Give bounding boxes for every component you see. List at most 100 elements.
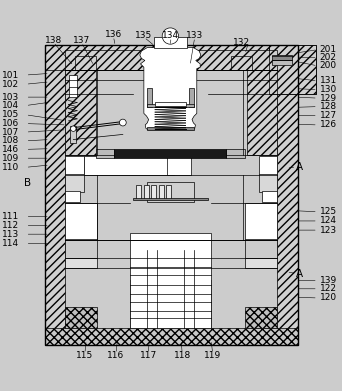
Bar — [269, 45, 316, 94]
Bar — [247, 70, 277, 155]
Circle shape — [119, 119, 126, 126]
Bar — [133, 197, 208, 200]
Bar — [272, 61, 292, 65]
Bar — [68, 75, 77, 97]
Bar — [144, 185, 149, 199]
Bar — [245, 258, 277, 269]
Text: A: A — [296, 161, 303, 172]
Bar — [130, 280, 148, 328]
Text: 201: 201 — [320, 45, 337, 54]
Bar — [65, 192, 80, 202]
Polygon shape — [140, 48, 201, 130]
Text: 107: 107 — [2, 127, 19, 136]
Text: 104: 104 — [2, 101, 19, 110]
Text: 102: 102 — [2, 80, 19, 89]
Bar — [45, 328, 298, 345]
Text: 129: 129 — [320, 93, 337, 102]
Bar — [147, 182, 194, 202]
Text: 146: 146 — [2, 145, 19, 154]
Text: 137: 137 — [73, 36, 90, 45]
Circle shape — [162, 28, 179, 44]
Bar — [147, 104, 194, 107]
Text: 105: 105 — [2, 110, 19, 119]
Text: 126: 126 — [320, 120, 337, 129]
Bar — [147, 127, 194, 130]
Text: 125: 125 — [320, 207, 337, 216]
Text: 131: 131 — [320, 76, 337, 85]
Bar — [193, 280, 211, 328]
Bar — [45, 45, 298, 345]
Bar — [114, 149, 226, 158]
Text: 130: 130 — [320, 85, 337, 94]
Text: 106: 106 — [2, 119, 19, 128]
Bar — [65, 239, 97, 258]
Text: 113: 113 — [2, 230, 19, 239]
Text: 128: 128 — [320, 102, 337, 111]
Text: 115: 115 — [76, 351, 93, 360]
Text: B: B — [24, 178, 31, 188]
Bar — [259, 174, 277, 192]
Bar — [45, 45, 298, 70]
Text: 200: 200 — [320, 61, 337, 70]
Bar — [259, 156, 277, 175]
Bar — [262, 192, 277, 202]
Bar — [70, 126, 76, 143]
Text: 134: 134 — [162, 31, 180, 40]
Bar — [65, 258, 97, 269]
Text: 112: 112 — [2, 221, 19, 230]
Text: 108: 108 — [2, 136, 19, 145]
Circle shape — [70, 126, 76, 131]
Bar — [65, 174, 84, 192]
Bar — [136, 185, 141, 199]
Bar — [189, 88, 194, 107]
Bar — [130, 233, 211, 328]
Bar — [45, 45, 65, 345]
Bar — [147, 88, 152, 107]
Bar — [226, 149, 245, 158]
Text: 111: 111 — [2, 212, 19, 221]
Text: 135: 135 — [135, 31, 153, 40]
Bar — [159, 185, 163, 199]
Bar — [155, 102, 186, 106]
Text: 202: 202 — [320, 53, 337, 62]
Text: 136: 136 — [105, 30, 122, 39]
Bar — [151, 185, 156, 199]
Bar — [65, 156, 84, 175]
Bar — [96, 149, 114, 158]
Text: 119: 119 — [204, 351, 221, 360]
Text: 123: 123 — [320, 226, 337, 235]
Text: 114: 114 — [2, 239, 19, 248]
Bar — [245, 239, 277, 258]
Text: 122: 122 — [320, 284, 337, 293]
Bar — [245, 203, 277, 240]
Text: 139: 139 — [320, 276, 337, 285]
Bar — [277, 45, 298, 345]
Text: 133: 133 — [186, 31, 203, 40]
Text: 120: 120 — [320, 294, 337, 303]
Text: 116: 116 — [107, 351, 125, 360]
Text: 124: 124 — [320, 217, 337, 226]
Text: 118: 118 — [174, 351, 191, 360]
Bar — [154, 38, 187, 48]
Bar — [232, 56, 252, 70]
Bar — [65, 203, 97, 240]
Bar — [75, 56, 96, 70]
Bar — [269, 45, 316, 94]
Text: 138: 138 — [45, 36, 62, 45]
Bar — [272, 55, 292, 60]
Text: 103: 103 — [2, 93, 19, 102]
Bar — [167, 156, 191, 175]
Bar — [65, 307, 97, 328]
Text: 132: 132 — [233, 38, 250, 47]
Text: 127: 127 — [320, 111, 337, 120]
Bar — [166, 185, 171, 199]
Text: 117: 117 — [140, 351, 157, 360]
Text: 101: 101 — [2, 70, 19, 79]
Bar — [65, 50, 277, 70]
Text: 110: 110 — [2, 163, 19, 172]
Bar — [84, 156, 174, 175]
Text: 109: 109 — [2, 154, 19, 163]
Bar — [245, 307, 277, 328]
Text: A: A — [296, 269, 303, 278]
Bar — [65, 70, 96, 155]
